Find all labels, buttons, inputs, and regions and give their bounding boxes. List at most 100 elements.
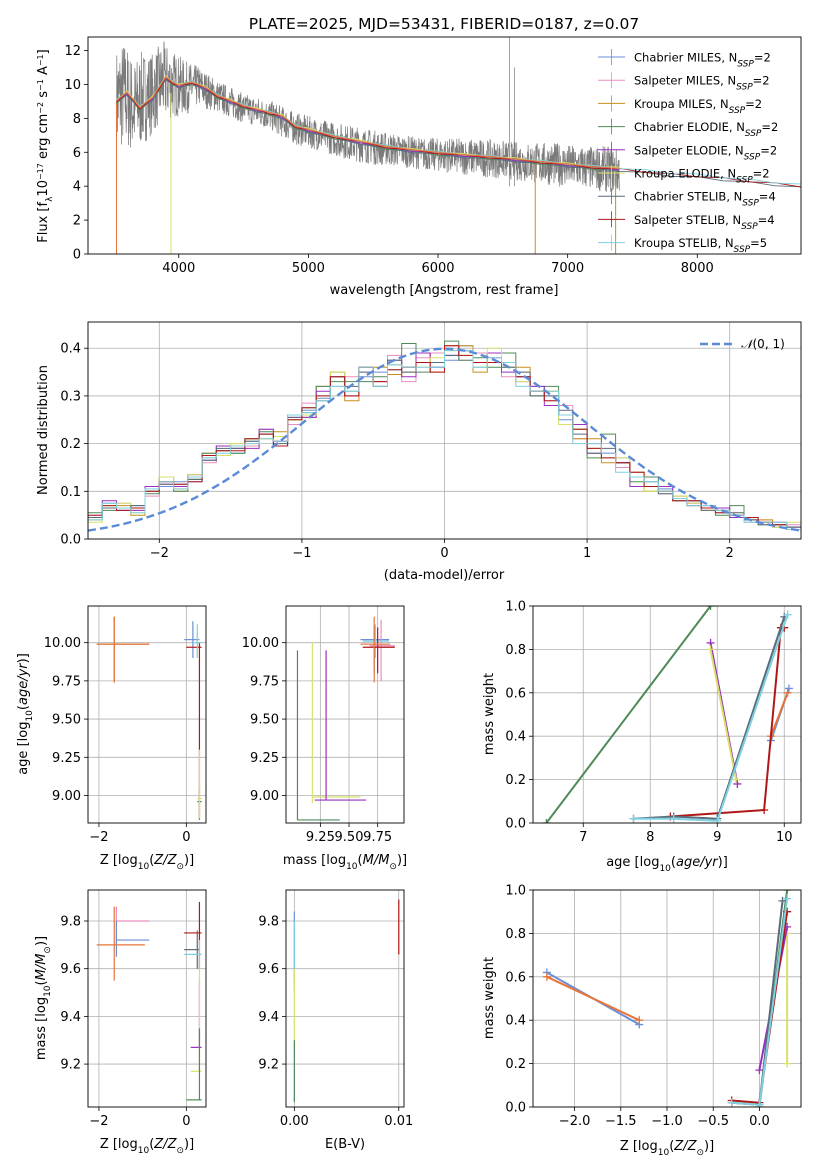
label-part: = xyxy=(754,51,764,65)
weight-marker xyxy=(713,816,722,823)
y-tick-label: 9.2 xyxy=(258,1058,279,1073)
y-tick-label: 9.4 xyxy=(258,1010,279,1025)
x-axis-label: age [log10(age/yr)] xyxy=(606,855,728,874)
axis-label: mass [log10(M/M⊙)] xyxy=(283,853,407,872)
y-tick-label: 9.4 xyxy=(60,1010,81,1025)
axes-frame xyxy=(532,889,802,1108)
y-tick-label: 9.25 xyxy=(250,751,279,766)
label-part: )] xyxy=(718,855,728,870)
x-tick-label: −1.0 xyxy=(651,1114,683,1129)
label-part: ( xyxy=(34,980,49,985)
label-part: , xyxy=(718,236,725,250)
label-part: 10 xyxy=(36,180,51,197)
y-tick-label: 0.4 xyxy=(60,342,81,357)
label-part: N xyxy=(736,120,745,134)
plot-area xyxy=(116,37,801,254)
x-tick-label: 0 xyxy=(182,830,190,845)
axis-label: Z [log10(Z/Z⊙)] xyxy=(620,1139,714,1158)
label-part: , xyxy=(720,74,727,88)
x-tick-label: −2 xyxy=(89,830,108,845)
weight-marker xyxy=(732,775,741,784)
y-tick-label: 9.25 xyxy=(52,751,81,766)
plot-area xyxy=(296,616,395,821)
subscript: 10 xyxy=(138,862,150,872)
weight-marker xyxy=(706,645,715,654)
label-part: ( xyxy=(671,855,676,870)
label-part: , xyxy=(713,97,720,111)
model-fit-line xyxy=(116,76,801,185)
y-tick-label: 0.0 xyxy=(60,533,81,548)
x-axis-label: wavelength [Angstrom, rest frame] xyxy=(330,283,559,298)
legend-label: Salpeter STELIB, NSSP=4 xyxy=(634,213,775,232)
normal-distribution-curve xyxy=(88,347,801,532)
x-tick-label: 0.01 xyxy=(384,1114,413,1129)
subscript: 10 xyxy=(25,710,35,722)
x-tick-label: 8 xyxy=(646,830,654,845)
label-part: 2 xyxy=(755,97,762,111)
y-tick-label: 1.0 xyxy=(505,884,526,899)
axis-label: Z [log10(Z/Z⊙)] xyxy=(100,853,194,872)
x-tick-label: −1 xyxy=(292,546,311,561)
label-part: mass [log xyxy=(283,853,346,868)
y-axis-label: mass weight xyxy=(482,957,497,1039)
figure-title: PLATE=2025, MJD=53431, FIBERID=0187, z=0… xyxy=(249,15,639,33)
label-part: ( xyxy=(149,853,154,868)
label-part: Z [log xyxy=(100,1137,138,1152)
label-part: )] xyxy=(184,1137,194,1152)
x-axis-label: E(B-V) xyxy=(325,1137,365,1152)
label-part: Z [log xyxy=(620,1139,658,1154)
y-tick-label: 4 xyxy=(73,180,81,195)
subscript: ⊙ xyxy=(176,1146,184,1156)
weight-line xyxy=(546,975,640,1022)
y-axis-label: Flux [fλ10−17 erg cm−2 s−1 A−1] xyxy=(36,49,56,242)
subscript: SSP xyxy=(745,129,762,139)
subscript: SSP xyxy=(736,83,753,93)
plot-area xyxy=(293,899,400,1103)
weight-marker xyxy=(783,610,792,619)
weight-marker xyxy=(755,1100,764,1107)
subscript: SSP xyxy=(742,199,759,209)
label-part: N xyxy=(734,190,743,204)
label-part: Salpeter MILES xyxy=(634,74,720,88)
axis-label: Z [log10(Z/Z⊙)] xyxy=(100,1137,194,1156)
subscript: 10 xyxy=(346,862,358,872)
axis-label: mass [log10(M/M⊙)] xyxy=(34,936,53,1060)
label-part: )] xyxy=(16,653,31,663)
label-part: N xyxy=(720,97,729,111)
weight-marker xyxy=(783,1059,792,1068)
axes-frame xyxy=(285,889,405,1108)
subscript: ⊙ xyxy=(176,862,184,872)
y-tick-label: 9.75 xyxy=(52,674,81,689)
weight-marker xyxy=(727,1098,736,1107)
y-tick-label: 0.6 xyxy=(505,970,526,985)
histogram-step-line xyxy=(88,350,801,539)
y-tick-label: 9.8 xyxy=(258,915,279,930)
label-part: N xyxy=(735,143,744,157)
y-tick-label: 9.00 xyxy=(250,789,279,804)
superscript: −1 xyxy=(36,54,45,66)
legend-label: Kroupa MILES, NSSP=2 xyxy=(634,97,762,116)
y-tick-label: 1.0 xyxy=(505,600,526,615)
subscript: 10 xyxy=(659,864,671,874)
x-tick-label: 9.75 xyxy=(363,830,392,845)
label-part: ( xyxy=(16,705,31,710)
x-tick-label: −0.5 xyxy=(697,1114,729,1129)
y-tick-label: 0.8 xyxy=(505,927,526,942)
weight-marker xyxy=(542,819,551,823)
label-part: = xyxy=(761,120,771,134)
weight-line xyxy=(709,649,737,780)
x-tick-label: 5000 xyxy=(292,261,325,276)
label-part: N xyxy=(727,74,736,88)
label-part: (0, 1) xyxy=(753,337,785,351)
x-tick-label: 6000 xyxy=(421,261,454,276)
x-tick-label: −1.5 xyxy=(605,1114,637,1129)
y-tick-label: 10.00 xyxy=(44,636,81,651)
plot-area xyxy=(96,616,202,820)
label-part: )] xyxy=(397,853,407,868)
mass-vs-extinction-panel: 0.00 0.01 9.2 9.4 9.6 9.8 E(B-V) xyxy=(258,889,413,1152)
model-fit-line xyxy=(116,76,801,188)
x-tick-label: 7 xyxy=(579,830,587,845)
x-tick-label: −2 xyxy=(89,1114,108,1129)
